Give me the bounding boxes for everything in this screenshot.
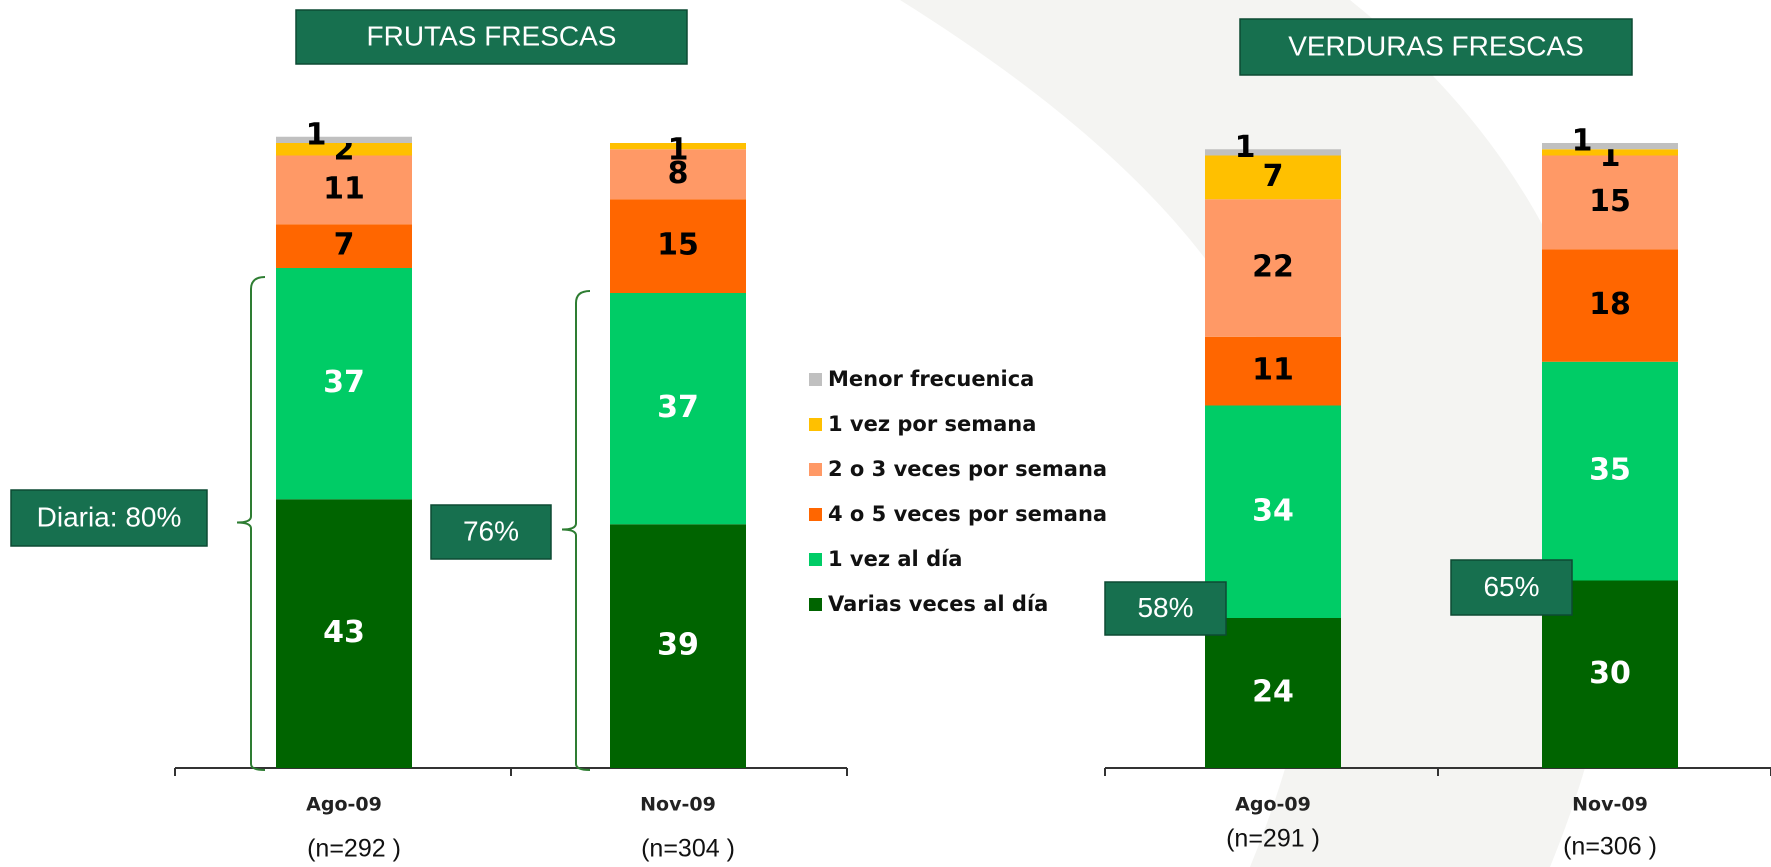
chart-title: FRUTAS FRESCAS xyxy=(367,20,617,51)
value-label: 24 xyxy=(1252,675,1294,710)
sample-size: (n=306 ) xyxy=(1563,833,1657,861)
value-label: 15 xyxy=(657,228,699,263)
legend-label: 2 o 3 veces por semana xyxy=(828,457,1107,481)
legend-label: 1 vez por semana xyxy=(828,412,1036,436)
x-tick-label: Nov-09 xyxy=(640,794,716,816)
value-label: 1 xyxy=(1235,130,1256,165)
value-label: 43 xyxy=(323,615,365,650)
legend-label: Varias veces al día xyxy=(828,592,1048,616)
legend-swatch xyxy=(809,553,822,566)
legend-label: 1 vez al día xyxy=(828,547,962,571)
annotation: Diaria: 80% xyxy=(37,501,182,532)
legend-swatch xyxy=(809,598,822,611)
bar-segment xyxy=(1205,149,1341,155)
legend-swatch xyxy=(809,418,822,431)
page: FRUTAS FRESCAS433771121Ago-09(n=292 )Dia… xyxy=(0,0,1771,867)
value-label: 37 xyxy=(323,365,365,400)
legend-swatch xyxy=(809,373,822,386)
value-label: 30 xyxy=(1589,656,1631,691)
value-label: 11 xyxy=(323,171,365,206)
legend-label: 4 o 5 veces por semana xyxy=(828,502,1107,526)
bracket xyxy=(562,291,590,770)
value-label: 1 xyxy=(1572,124,1593,159)
sample-size: (n=291 ) xyxy=(1226,825,1320,853)
annotation: 76% xyxy=(463,515,519,546)
chart-title: VERDURAS FRESCAS xyxy=(1288,30,1584,61)
annotation: 65% xyxy=(1483,571,1539,602)
value-label: 7 xyxy=(334,228,355,263)
value-label: 7 xyxy=(1263,159,1284,194)
legend-swatch xyxy=(809,508,822,521)
annotation: 58% xyxy=(1137,592,1193,623)
value-label: 22 xyxy=(1252,250,1294,285)
value-label: 18 xyxy=(1589,287,1631,322)
bar-segment xyxy=(276,137,412,143)
x-tick-label: Nov-09 xyxy=(1572,794,1648,816)
x-tick-label: Ago-09 xyxy=(1235,794,1311,816)
sample-size: (n=292 ) xyxy=(307,835,401,863)
value-label: 34 xyxy=(1252,493,1294,528)
value-label: 37 xyxy=(657,390,699,425)
legend-swatch xyxy=(809,463,822,476)
bracket xyxy=(237,277,265,770)
sample-size: (n=304 ) xyxy=(641,835,735,863)
value-label: 1 xyxy=(668,133,689,168)
x-tick-label: Ago-09 xyxy=(306,794,382,816)
legend-label: Menor frecuenica xyxy=(828,367,1034,391)
value-label: 11 xyxy=(1252,353,1294,388)
value-label: 35 xyxy=(1589,453,1631,488)
bar-segment xyxy=(1542,143,1678,149)
value-label: 39 xyxy=(657,628,699,663)
value-label: 1 xyxy=(306,117,327,152)
value-label: 15 xyxy=(1589,184,1631,219)
